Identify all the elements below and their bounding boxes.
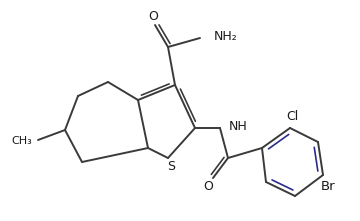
Text: S: S [167, 160, 175, 173]
Text: NH₂: NH₂ [214, 29, 238, 42]
Text: Br: Br [321, 181, 335, 194]
Text: CH₃: CH₃ [11, 136, 32, 146]
Text: NH: NH [229, 120, 248, 133]
Text: Cl: Cl [286, 110, 298, 124]
Text: O: O [203, 179, 213, 192]
Text: O: O [148, 11, 158, 23]
